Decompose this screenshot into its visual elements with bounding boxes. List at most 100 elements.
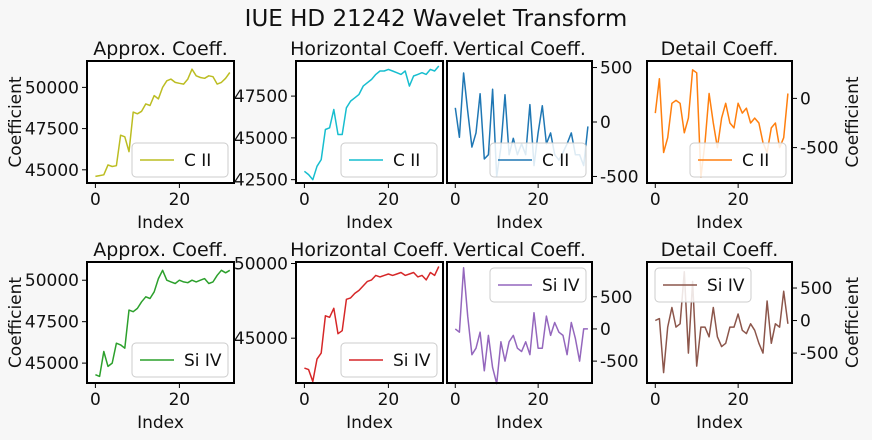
x-axis-label: Index: [346, 413, 393, 433]
legend-box: [131, 342, 229, 378]
legend-label: C II: [542, 151, 569, 171]
legend-box: [689, 142, 787, 178]
y-tick-label: 0: [800, 89, 811, 109]
legend: Si IV: [131, 342, 229, 378]
subplot-2: 0 20 42500 45000 47500 Horizontal Coeff. Index…: [234, 38, 449, 233]
legend: C II: [489, 142, 587, 178]
y-axis-label: Coefficient: [6, 76, 26, 167]
x-axis-label: Index: [496, 213, 543, 233]
y-tick-label: 45000: [25, 161, 79, 181]
y-tick-label: 45000: [25, 354, 79, 374]
subplot-8: 0 20 -500 0 500 Detail Coeff. Index Coefficient…: [646, 239, 863, 433]
axes-frame: [86, 261, 235, 384]
y-tick-label: 50000: [25, 271, 79, 291]
x-tick-label: 20: [378, 190, 400, 210]
y-tick-label: 50000: [234, 254, 288, 274]
y-tick-label: 0: [600, 113, 611, 133]
subplot-7: 0 20 -500 0 500 Vertical Coeff. Index Si IV: [446, 239, 639, 433]
subplot-title: Vertical Coeff.: [453, 38, 586, 60]
x-tick-label: 20: [169, 390, 191, 410]
x-axis-label: Index: [137, 413, 184, 433]
subplot-title: Detail Coeff.: [661, 239, 779, 261]
x-tick-label: 20: [169, 190, 191, 210]
subplot-title: Vertical Coeff.: [453, 239, 586, 261]
axes-frame: [446, 261, 593, 384]
legend-label: Si IV: [542, 276, 580, 296]
y-tick-label: -500: [800, 139, 839, 159]
x-axis-label: Index: [696, 413, 743, 433]
axes-frame: [295, 60, 444, 184]
series-line: [654, 271, 789, 374]
legend-box: [340, 142, 438, 178]
series-line: [95, 269, 231, 378]
x-axis-label: Index: [137, 213, 184, 233]
legend: C II: [131, 142, 229, 178]
y-tick-label: 45000: [234, 329, 288, 349]
subplot-title: Approx. Coeff.: [93, 239, 228, 261]
y-tick-label: 500: [600, 59, 632, 79]
x-tick-label: 20: [378, 390, 400, 410]
x-axis-label: Index: [696, 213, 743, 233]
legend-label: C II: [393, 151, 420, 171]
series-line: [303, 65, 440, 181]
y-tick-label: -500: [600, 167, 639, 187]
legend-box: [489, 267, 587, 303]
legend-label: Si IV: [707, 276, 745, 296]
x-tick-label: 0: [450, 190, 461, 210]
series-line: [95, 68, 231, 178]
x-tick-label: 20: [727, 190, 749, 210]
legend-box: [131, 142, 229, 178]
legend: C II: [340, 142, 438, 178]
legend: Si IV: [489, 267, 587, 303]
x-tick-label: 0: [299, 190, 310, 210]
axes-frame: [646, 261, 793, 384]
y-tick-label: 47500: [234, 87, 288, 107]
y-tick-label: 45000: [234, 129, 288, 149]
subplot-title: Horizontal Coeff.: [290, 239, 449, 261]
y-tick-label: 0: [800, 312, 811, 332]
y-tick-label: 42500: [234, 171, 288, 191]
y-axis-label: Coefficient: [843, 76, 863, 167]
legend-label: Si IV: [393, 351, 431, 371]
subplot-title: Detail Coeff.: [661, 38, 779, 60]
x-axis-label: Index: [346, 213, 393, 233]
y-tick-label: 50000: [25, 78, 79, 98]
legend: C II: [689, 142, 787, 178]
legend-box: [340, 342, 438, 378]
legend: Si IV: [340, 342, 438, 378]
subplot-3: 0 20 -500 0 500 Vertical Coeff. Index C II: [446, 38, 639, 233]
figure-title: IUE HD 21242 Wavelet Transform: [245, 6, 628, 32]
y-tick-label: 47500: [25, 120, 79, 140]
axes-frame: [646, 60, 793, 184]
y-tick-label: 500: [600, 288, 632, 308]
legend-label: Si IV: [184, 351, 222, 371]
series-line: [304, 266, 440, 383]
subplot-title: Horizontal Coeff.: [290, 38, 449, 60]
subplot-4: 0 20 -500 0 Detail Coeff. Index Coefficient C I…: [646, 38, 863, 233]
y-tick-label: 0: [600, 320, 611, 340]
x-tick-label: 0: [450, 390, 461, 410]
x-tick-label: 0: [90, 390, 101, 410]
x-tick-label: 0: [90, 190, 101, 210]
y-tick-label: 47500: [25, 313, 79, 333]
y-axis-label: Coefficient: [6, 277, 26, 368]
axes-frame: [86, 60, 235, 184]
x-tick-label: 0: [650, 390, 661, 410]
x-tick-label: 0: [650, 190, 661, 210]
subplot-title: Approx. Coeff.: [93, 38, 228, 60]
y-tick-label: -500: [600, 352, 639, 372]
legend-box: [654, 267, 752, 303]
legend-label: C II: [742, 151, 769, 171]
y-axis-label: Coefficient: [843, 277, 863, 368]
legend: Si IV: [654, 267, 752, 303]
legend-box: [489, 142, 587, 178]
y-tick-label: -500: [800, 344, 839, 364]
axes-frame: [295, 261, 444, 384]
subplot-1: 0 20 45000 47500 50000 Approx. Coeff. Index Coe…: [6, 38, 235, 233]
x-tick-label: 0: [299, 390, 310, 410]
x-tick-label: 20: [727, 390, 749, 410]
y-tick-label: 500: [800, 279, 832, 299]
series-line: [454, 267, 588, 385]
